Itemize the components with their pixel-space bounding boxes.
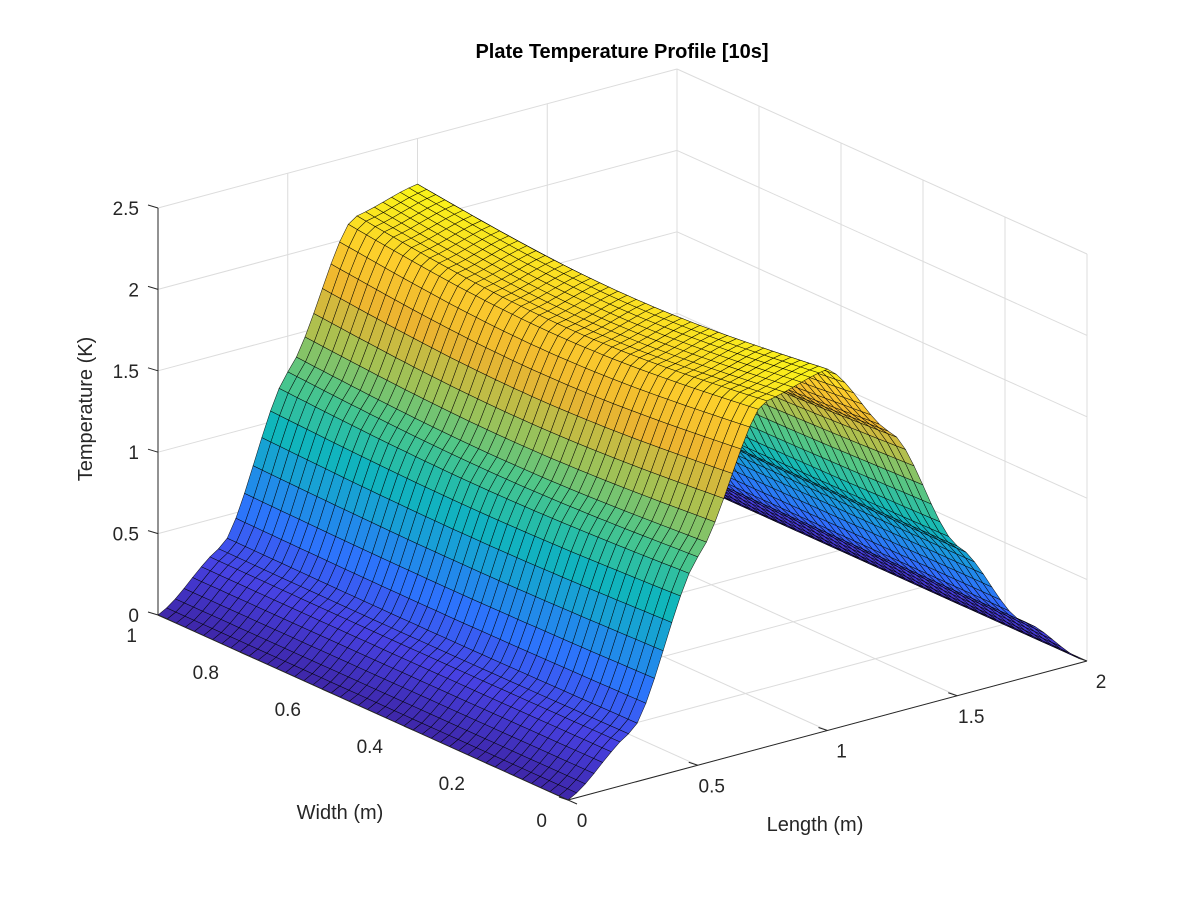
temperature-surface [157,183,1088,801]
y-tick-label: 1 [126,626,137,647]
axes-lines [147,204,1088,805]
x-tick-label: 0 [577,811,588,832]
x-tick-label: 1.5 [958,707,984,728]
y-tick-mark [321,688,332,694]
grid-line [676,149,1088,336]
z-tick-label: 0.5 [113,525,139,546]
x-tick-mark [1077,657,1088,662]
z-tick-label: 2.5 [113,199,139,220]
y-axis-label: Width (m) [297,802,384,824]
y-tick-label: 0.4 [357,737,384,758]
y-tick-mark [567,799,578,805]
z-tick-mark [147,530,159,535]
grid-line [676,68,1088,255]
z-tick-mark [147,204,159,209]
y-tick-mark [239,651,250,657]
z-tick-label: 2 [128,280,139,301]
x-axis-label: Length (m) [767,814,864,836]
x-tick-label: 0.5 [699,776,725,797]
grid-line [157,68,678,209]
z-tick-label: 1 [128,443,139,464]
x-tick-mark [948,692,958,697]
x-tick-mark [558,796,569,801]
z-tick-label: 1.5 [113,362,139,383]
x-tick-label: 1 [836,742,847,763]
z-tick-mark [147,285,159,290]
y-tick-mark [403,725,414,731]
x-tick-label: 2 [1096,672,1107,693]
z-axis-label: Temperature (K) [75,337,97,482]
grid-line [676,231,1088,418]
x-tick-mark [818,727,828,731]
y-tick-label: 0 [536,811,547,832]
z-tick-mark [147,611,159,616]
y-tick-label: 0.6 [275,700,301,721]
z-tick-mark [147,448,159,453]
z-tick-mark [147,367,159,372]
z-tick-label: 0 [128,606,139,627]
y-tick-mark [157,614,168,620]
x-tick-mark [688,761,698,766]
y-tick-mark [485,762,496,768]
chart-title: Plate Temperature Profile [10s] [475,41,768,63]
y-tick-label: 0.8 [193,663,219,684]
y-tick-label: 0.2 [439,774,465,795]
y-axis-line [157,614,569,801]
